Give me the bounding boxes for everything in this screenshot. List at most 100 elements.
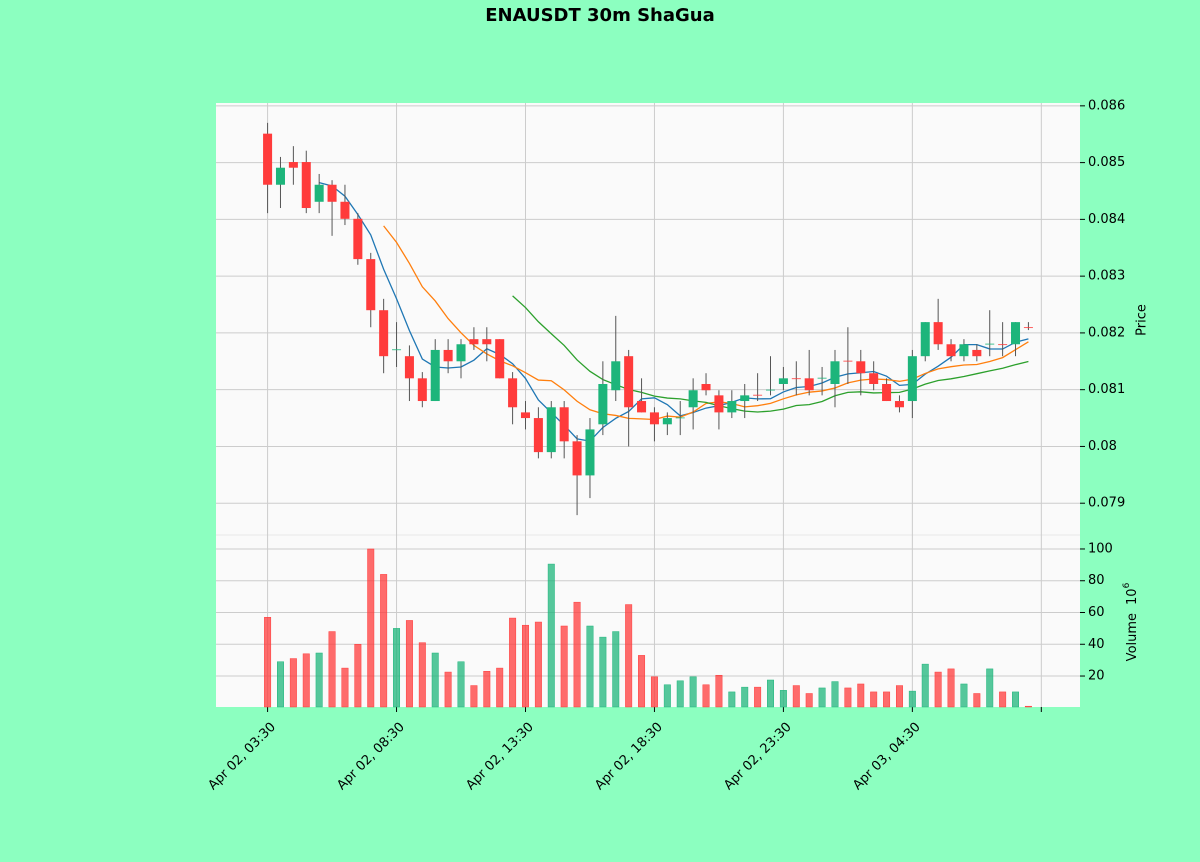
x-tick-label: Apr 02, 08:30 bbox=[334, 720, 407, 793]
candle-body bbox=[972, 349, 982, 357]
volume-label: Volume bbox=[1125, 613, 1140, 661]
candle-body bbox=[598, 383, 608, 425]
volume-bar bbox=[883, 691, 891, 708]
candle-body bbox=[379, 310, 389, 357]
candle-body bbox=[430, 349, 440, 402]
volume-bar bbox=[741, 686, 749, 708]
y-tick-label: 40 bbox=[1088, 637, 1105, 652]
candle-body bbox=[843, 360, 853, 362]
volume-bar bbox=[844, 687, 852, 708]
volume-bar bbox=[431, 652, 439, 708]
candle-body bbox=[275, 167, 285, 185]
volume-bar bbox=[676, 680, 684, 708]
x-tick-label: Apr 03, 04:30 bbox=[850, 720, 923, 793]
candle-body bbox=[469, 339, 479, 345]
candle-body bbox=[869, 373, 879, 384]
volume-bar bbox=[754, 686, 762, 708]
volume-bar bbox=[895, 685, 903, 708]
volume-bar bbox=[457, 661, 465, 708]
volume-bar bbox=[986, 668, 994, 708]
candle-body bbox=[443, 349, 453, 362]
volume-bar bbox=[831, 681, 839, 708]
candle-body bbox=[533, 418, 543, 453]
volume-bar bbox=[496, 667, 504, 708]
x-tick-label: Apr 02, 03:30 bbox=[205, 720, 278, 793]
volume-bar bbox=[1012, 691, 1019, 708]
y-tick-label: 0.085 bbox=[1088, 155, 1125, 170]
candle-body bbox=[933, 322, 943, 345]
candle-body bbox=[894, 401, 904, 408]
candle-body bbox=[495, 339, 505, 379]
candle-body bbox=[392, 349, 402, 351]
x-tick-label: Apr 02, 13:30 bbox=[463, 720, 536, 793]
candle-body bbox=[546, 407, 556, 453]
volume-bar bbox=[857, 683, 865, 708]
volume-bar bbox=[702, 684, 710, 708]
volume-bar bbox=[638, 655, 646, 708]
y-tick-label: 0.086 bbox=[1088, 98, 1125, 113]
volume-bar bbox=[483, 671, 491, 708]
volume-bar bbox=[302, 653, 310, 708]
volume-bar bbox=[393, 628, 401, 708]
y-tick-label: 100 bbox=[1088, 541, 1113, 556]
candle-body bbox=[327, 184, 337, 202]
volume-bar bbox=[767, 679, 774, 708]
candle-body bbox=[649, 412, 659, 425]
volume-bar bbox=[547, 563, 555, 708]
y-tick-label: 0.083 bbox=[1088, 269, 1125, 284]
candle-body bbox=[585, 429, 595, 476]
candle-body bbox=[1011, 322, 1021, 345]
candle-body bbox=[946, 344, 956, 357]
volume-bar bbox=[612, 631, 620, 708]
candle-body bbox=[611, 361, 621, 391]
candle-body bbox=[572, 441, 582, 476]
volume-bar bbox=[792, 685, 800, 708]
candle-body bbox=[817, 377, 827, 379]
candle-body bbox=[340, 201, 350, 219]
volume-bar bbox=[444, 671, 452, 708]
candle-body bbox=[856, 361, 866, 374]
volume-bar bbox=[689, 676, 697, 708]
candle-body bbox=[404, 356, 414, 379]
candle-body bbox=[675, 417, 685, 419]
candle-body bbox=[456, 344, 466, 362]
volume-bar bbox=[328, 631, 336, 708]
volume-bar bbox=[625, 604, 633, 708]
candle-body bbox=[714, 395, 724, 413]
volume-bar bbox=[999, 691, 1007, 708]
candle-body bbox=[624, 356, 634, 408]
volume-bar bbox=[341, 667, 349, 708]
volume-bar bbox=[818, 687, 826, 708]
candle-body bbox=[520, 412, 531, 419]
volume-bar bbox=[779, 690, 787, 708]
volume-bar bbox=[354, 644, 362, 708]
volume-bar bbox=[534, 621, 542, 708]
candle-body bbox=[959, 344, 969, 357]
candle-body bbox=[791, 378, 801, 380]
moving-average bbox=[383, 225, 1029, 421]
y-tick-label: 80 bbox=[1088, 573, 1105, 588]
x-tick-label: Apr 02, 23:30 bbox=[721, 720, 794, 793]
candle-body bbox=[417, 378, 427, 402]
y-tick-label: 0.084 bbox=[1088, 212, 1125, 227]
volume-bar bbox=[470, 685, 478, 708]
candle-body bbox=[288, 162, 298, 168]
volume-bar bbox=[805, 693, 813, 708]
volume-bar bbox=[418, 642, 426, 708]
volume-bar bbox=[715, 674, 723, 708]
candle-body bbox=[559, 407, 569, 442]
candle-body bbox=[740, 395, 750, 402]
y-tick-label: 20 bbox=[1088, 669, 1105, 684]
volume-bar bbox=[921, 663, 929, 708]
y-tick-label: 0.08 bbox=[1088, 439, 1117, 454]
volume-bar bbox=[728, 691, 736, 708]
volume-bar bbox=[289, 658, 297, 708]
volume-bar bbox=[960, 683, 968, 708]
volume-bar bbox=[522, 624, 529, 708]
volume-bar bbox=[973, 693, 981, 708]
candle-body bbox=[985, 343, 995, 345]
moving-average bbox=[512, 295, 1029, 413]
volume-bar bbox=[573, 601, 581, 708]
y-tick-label: 0.082 bbox=[1088, 325, 1125, 340]
